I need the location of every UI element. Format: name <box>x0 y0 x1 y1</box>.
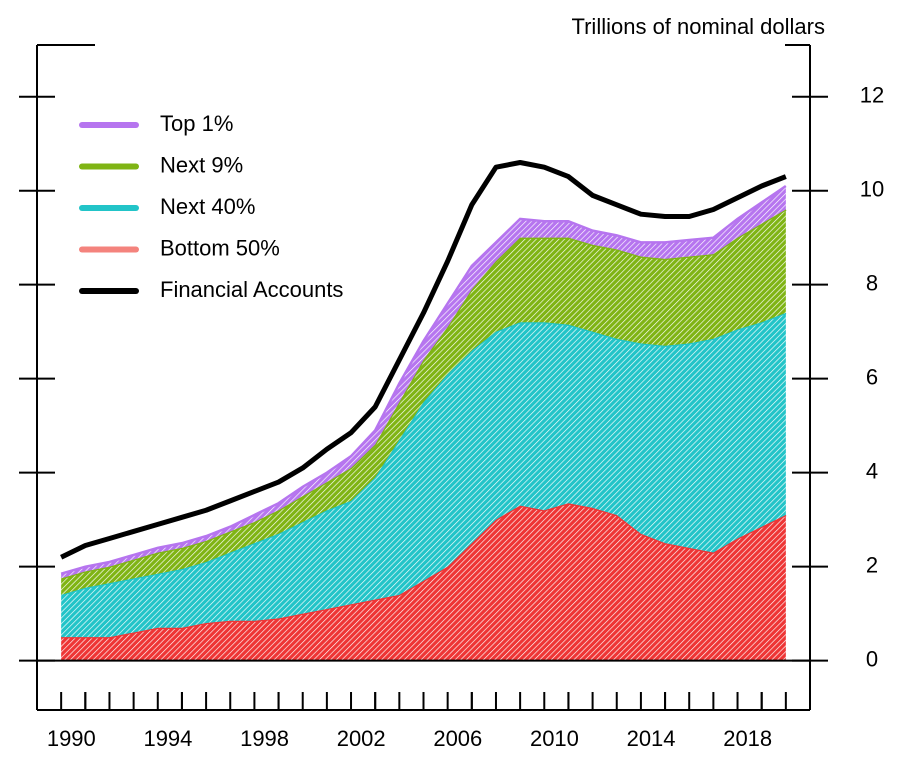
legend-label: Next 9% <box>160 152 243 177</box>
area <box>61 209 786 595</box>
x-tick-label: 2002 <box>337 726 386 751</box>
x-tick-label: 2006 <box>433 726 482 751</box>
y-tick-label: 12 <box>860 83 884 108</box>
legend-label: Top 1% <box>160 111 233 136</box>
y-tick-label: 6 <box>866 364 878 389</box>
legend-label: Next 40% <box>160 194 255 219</box>
area-edge <box>60 184 787 575</box>
x-tick-label: 2014 <box>627 726 676 751</box>
x-tick-label: 2010 <box>530 726 579 751</box>
y-tick-label: 10 <box>860 177 884 202</box>
y-tick-label: 2 <box>866 552 878 577</box>
y-tick-label: 4 <box>866 458 878 483</box>
y-tick-label: 8 <box>866 270 878 295</box>
y-tick-label: 0 <box>866 646 878 671</box>
x-tick-label: 1998 <box>240 726 289 751</box>
x-tick-label: 1990 <box>47 726 96 751</box>
legend-label: Financial Accounts <box>160 277 343 302</box>
x-tick-label: 1994 <box>143 726 192 751</box>
y-axis-label: Trillions of nominal dollars <box>571 14 825 39</box>
area <box>61 312 786 638</box>
legend-label: Bottom 50% <box>160 235 280 260</box>
line <box>60 159 787 560</box>
x-tick-label: 2018 <box>723 726 772 751</box>
